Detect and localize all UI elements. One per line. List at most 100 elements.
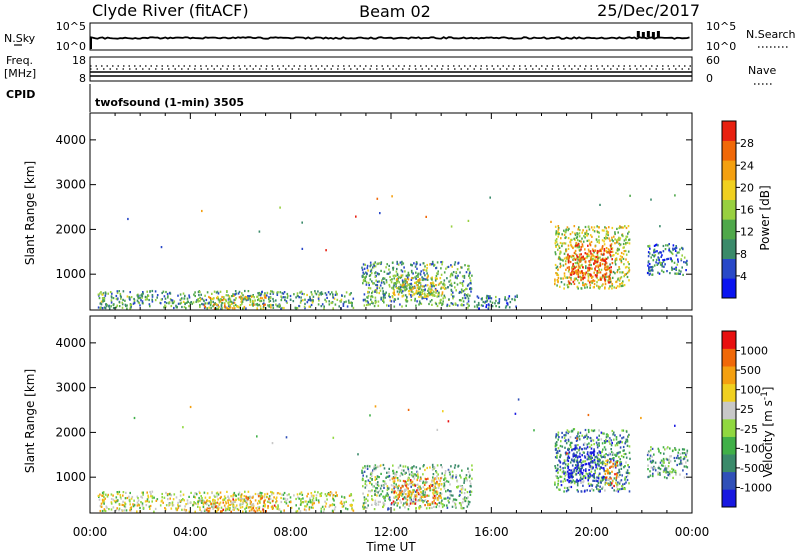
range-cell [240, 300, 243, 303]
range-cell [415, 484, 418, 487]
range-cell [241, 300, 244, 303]
range-cell [308, 298, 311, 301]
range-cell [647, 264, 649, 267]
range-cell [208, 302, 210, 305]
range-cell [123, 505, 126, 508]
range-cell [675, 266, 677, 269]
range-cell [396, 262, 399, 265]
range-cell [443, 279, 446, 282]
range-cell [596, 487, 598, 490]
range-cell [617, 481, 619, 484]
range-cell [579, 249, 581, 252]
range-cell [597, 484, 599, 487]
range-cell [284, 298, 286, 302]
range-cell [418, 300, 421, 303]
range-cell [575, 269, 577, 272]
range-cell [124, 497, 127, 500]
range-cell [596, 452, 599, 455]
range-cell [451, 274, 454, 277]
range-cell [555, 434, 557, 437]
range-cell [399, 479, 402, 482]
range-cell [560, 480, 562, 483]
range-cell [468, 270, 471, 273]
range-cell [397, 287, 400, 290]
velocity-scatter [97, 398, 689, 513]
range-cell [663, 461, 665, 464]
range-cell [467, 300, 470, 303]
range-cell [585, 229, 588, 232]
range-cell [507, 297, 510, 300]
range-cell [340, 500, 343, 503]
range-cell [426, 284, 429, 287]
range-cell [112, 303, 115, 306]
range-cell [450, 465, 452, 468]
range-cell [197, 500, 199, 504]
range-cell [611, 429, 614, 433]
range-cell [412, 475, 414, 478]
range-cell [199, 491, 201, 495]
range-cell [293, 293, 295, 296]
range-cell [668, 474, 671, 477]
range-cell [129, 298, 131, 301]
range-cell [469, 482, 472, 485]
range-cell [238, 290, 241, 293]
range-cell [603, 243, 606, 246]
range-cell [432, 282, 435, 285]
range-cell [193, 501, 195, 504]
range-cell [625, 471, 628, 474]
range-cell [283, 491, 286, 495]
range-cell [606, 268, 608, 271]
range-cell [592, 254, 594, 257]
range-cell [662, 457, 665, 461]
range-cell [579, 460, 581, 463]
range-cell [242, 294, 244, 297]
range-cell [581, 237, 583, 240]
range-cell [578, 455, 580, 458]
range-cell [648, 252, 651, 255]
range-cell [339, 502, 342, 505]
freq-traces [90, 65, 692, 77]
range-cell [226, 290, 228, 293]
range-cell [583, 490, 586, 493]
range-cell [572, 264, 574, 267]
range-cell [237, 497, 240, 500]
range-cell [604, 238, 607, 241]
range-cell [583, 451, 585, 454]
range-cell [619, 434, 621, 437]
range-cell [252, 294, 254, 298]
range-cell [416, 491, 418, 494]
range-cell [319, 292, 321, 295]
range-cell [573, 272, 576, 275]
range-cell [369, 414, 371, 417]
range-cell [107, 292, 109, 295]
range-cell [199, 304, 201, 307]
range-cell [416, 286, 419, 290]
range-cell [587, 269, 589, 272]
range-cell [416, 489, 418, 492]
range-cell [609, 270, 612, 274]
range-cell [567, 261, 570, 264]
range-cell [598, 490, 601, 493]
range-cell [108, 307, 111, 310]
range-cell [197, 298, 200, 301]
range-cell [593, 459, 596, 462]
range-cell [628, 238, 631, 241]
range-cell [575, 265, 578, 268]
range-cell [367, 499, 369, 502]
range-cell [233, 508, 235, 511]
cpid-strip: CPID twofsound (1-min) 3505 [6, 84, 244, 112]
range-cell [343, 503, 346, 506]
range-cell [584, 236, 586, 239]
range-cell [415, 474, 418, 477]
colorbar-tick-label: -500 [740, 462, 765, 475]
range-cell [305, 505, 308, 508]
range-cell [494, 302, 496, 305]
range-cell [618, 440, 620, 444]
range-cell [463, 481, 465, 484]
range-cell [258, 291, 261, 295]
range-cell [172, 301, 175, 305]
range-cell [583, 276, 586, 279]
range-cell [568, 468, 571, 472]
range-cell [435, 494, 437, 497]
range-cell [276, 305, 279, 308]
